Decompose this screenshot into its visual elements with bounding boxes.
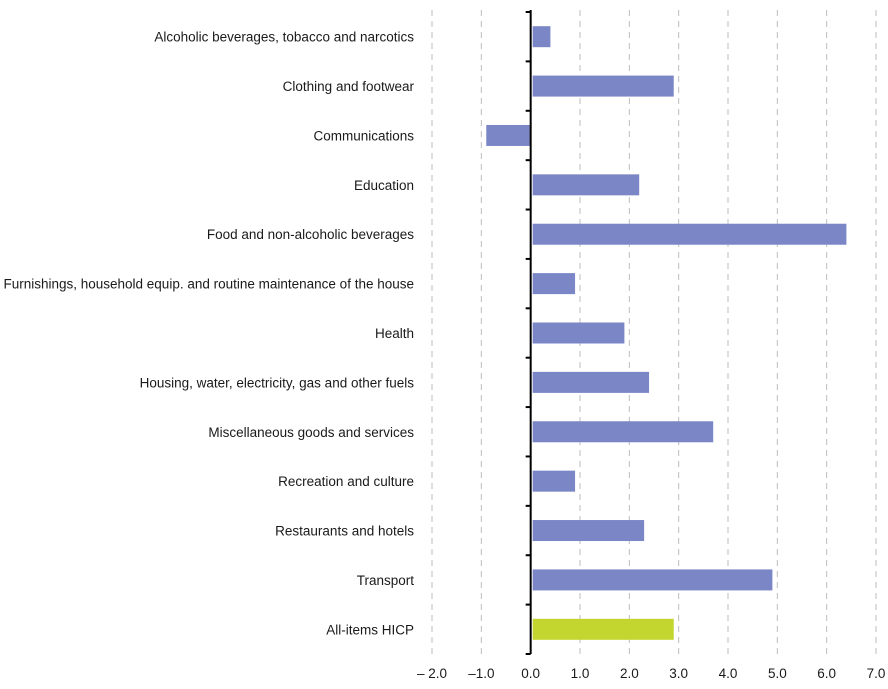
bar xyxy=(532,273,576,295)
category-label: All-items HICP xyxy=(326,622,414,637)
category-label: Alcoholic beverages, tobacco and narcoti… xyxy=(154,30,414,45)
bar xyxy=(532,520,645,542)
x-tick-label: – 2.0 xyxy=(417,666,447,681)
bar xyxy=(532,174,640,196)
bar xyxy=(532,421,714,443)
x-tick-label: 3.0 xyxy=(669,666,688,681)
category-label: Clothing and footwear xyxy=(283,79,415,94)
category-axis xyxy=(525,10,532,655)
bar xyxy=(532,75,674,97)
x-tick-label: 6.0 xyxy=(817,666,836,681)
category-label: Miscellaneous goods and services xyxy=(208,425,414,440)
bar xyxy=(532,470,576,492)
category-label: Transport xyxy=(357,573,415,588)
category-label: Food and non-alcoholic beverages xyxy=(207,227,414,242)
category-label: Communications xyxy=(313,128,414,143)
bar-highlight xyxy=(532,618,674,640)
category-label: Furnishings, household equip. and routin… xyxy=(3,277,414,292)
category-label: Recreation and culture xyxy=(278,474,414,489)
x-tick-label: 7.0 xyxy=(867,666,886,681)
x-tick-label: 4.0 xyxy=(719,666,738,681)
x-tick-label: –1.0 xyxy=(468,666,494,681)
bar xyxy=(532,371,650,393)
category-label: Housing, water, electricity, gas and oth… xyxy=(140,375,415,390)
category-labels: Alcoholic beverages, tobacco and narcoti… xyxy=(3,30,414,638)
x-tick-label: 1.0 xyxy=(571,666,590,681)
bar xyxy=(532,322,625,344)
category-label: Health xyxy=(375,326,414,341)
bar xyxy=(532,569,773,591)
x-tick-labels: – 2.0 –1.0 0.0 1.0 2.0 3.0 4.0 5.0 6.0 7.0 xyxy=(417,666,885,681)
x-tick-label: 2.0 xyxy=(620,666,639,681)
category-label: Restaurants and hotels xyxy=(275,524,414,539)
bar xyxy=(532,26,551,48)
bars xyxy=(486,26,847,640)
bar xyxy=(486,124,531,146)
x-tick-label: 0.0 xyxy=(521,666,540,681)
grid-lines xyxy=(431,10,877,654)
category-label: Education xyxy=(354,178,414,193)
bar xyxy=(532,223,847,245)
x-tick-label: 5.0 xyxy=(768,666,787,681)
